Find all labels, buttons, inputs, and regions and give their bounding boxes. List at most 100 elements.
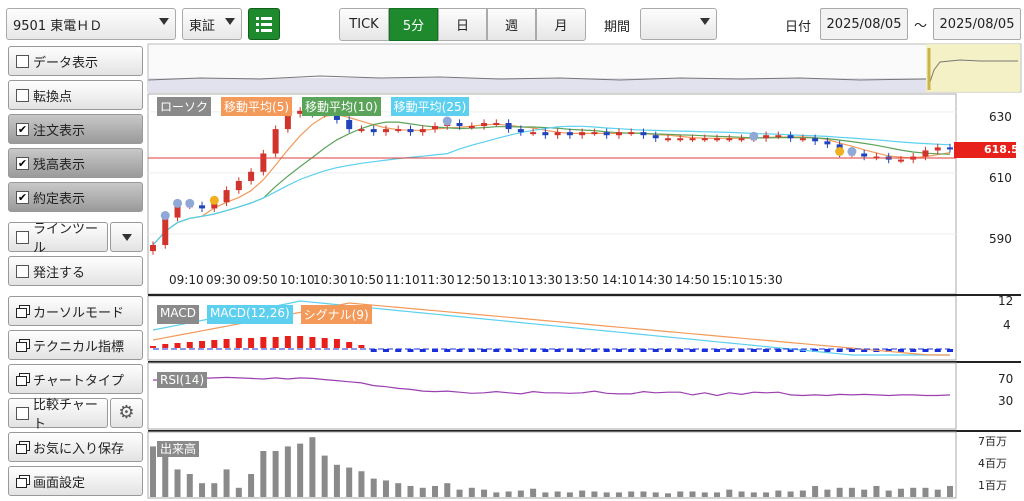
sidebar-place-order-button[interactable]: 発注する	[8, 256, 143, 286]
macd-histogram-bar	[333, 339, 340, 348]
list-menu-button[interactable]	[248, 8, 280, 40]
macd-histogram-bar	[199, 341, 206, 348]
candle	[799, 138, 806, 141]
macd-histogram-bar	[787, 349, 794, 352]
macd-histogram-bar	[309, 337, 316, 348]
macd-histogram-bar	[738, 349, 745, 352]
volume-bar	[885, 490, 892, 497]
volume-bar	[628, 491, 635, 497]
volume-bar	[321, 455, 328, 497]
volume-bar	[677, 491, 684, 497]
volume-tick-4: 4百万	[978, 457, 1007, 470]
volume-bar	[162, 455, 169, 497]
sidebar-data-display-button[interactable]: データ表示	[8, 46, 143, 76]
line-tool-dropdown-button[interactable]	[110, 222, 143, 252]
macd-histogram-bar	[407, 349, 414, 352]
checkbox-icon	[16, 406, 29, 420]
macd-histogram-bar	[542, 349, 549, 352]
sidebar-line-tool-button[interactable]: ラインツール	[8, 222, 108, 256]
main-chart[interactable]	[147, 93, 957, 295]
sidebar-item-label: 発注する	[33, 265, 86, 281]
sidebar-balance-display-button[interactable]: ✔ 残高表示	[8, 148, 143, 178]
order-marker	[173, 198, 183, 208]
macd-histogram-bar	[910, 349, 917, 352]
compare-settings-button[interactable]: ⚙	[110, 398, 143, 428]
volume-bar	[333, 464, 340, 497]
date-from-input[interactable]: 2025/08/05	[820, 8, 908, 40]
macd-histogram-bar	[677, 349, 684, 352]
volume-panel[interactable]	[147, 430, 1021, 499]
rsi-line	[152, 376, 951, 397]
volume-bar	[456, 489, 463, 497]
market-select[interactable]: 東証	[182, 8, 242, 40]
sidebar-order-display-button[interactable]: ✔ 注文表示	[8, 114, 143, 144]
volume-bar	[297, 443, 304, 497]
sidebar-item-label: 注文表示	[33, 123, 86, 139]
macd-histogram-bar	[664, 349, 671, 352]
volume-bar	[910, 487, 917, 497]
volume-bar	[799, 490, 806, 497]
sidebar-turning-point-button[interactable]: 転換点	[8, 80, 143, 110]
sidebar-cursor-mode-button[interactable]: カーソルモード	[8, 296, 143, 326]
date-to-input[interactable]: 2025/08/05	[933, 8, 1021, 40]
sidebar-screen-settings-button[interactable]: 画面設定	[8, 466, 143, 496]
candle	[554, 132, 561, 136]
volume-bar	[248, 474, 255, 497]
candle	[248, 171, 255, 181]
period-select[interactable]	[640, 8, 717, 40]
interval-day[interactable]: 日	[438, 8, 487, 41]
macd-histogram-bar	[370, 349, 377, 352]
volume-bar	[775, 490, 782, 497]
volume-bar	[235, 487, 242, 497]
volume-bar	[260, 451, 267, 497]
volume-bar	[824, 489, 831, 497]
candle	[812, 138, 819, 142]
symbol-select[interactable]: 9501 東電ＨＤ	[6, 8, 176, 40]
volume-legend: 出来高	[157, 440, 200, 457]
volume-bar	[603, 492, 610, 497]
sidebar-compare-chart-button[interactable]: 比較チャート	[8, 398, 108, 432]
market-label: 東証	[189, 18, 216, 34]
volume-bar	[763, 492, 770, 497]
sidebar-chart-type-button[interactable]: チャートタイプ	[8, 364, 143, 394]
candle	[897, 159, 904, 162]
legend-ma5: 移動平均(5)	[221, 97, 293, 116]
candle	[284, 113, 291, 130]
candle	[333, 113, 340, 120]
sidebar-technical-indicators-button[interactable]: テクニカル指標	[8, 330, 143, 360]
volume-tick-7: 7百万	[978, 435, 1007, 448]
price-tick-590: 590	[989, 232, 1012, 246]
volume-bar	[640, 491, 647, 497]
macd-histogram-bar	[260, 337, 267, 348]
macd-tick-4: 4	[1003, 318, 1011, 332]
rsi-legend: RSI(14)	[157, 372, 208, 388]
time-tick: 10:30	[313, 273, 348, 287]
macd-histogram-bar	[517, 349, 524, 352]
macd-histogram-bar	[947, 349, 953, 352]
macd-histogram-bar	[861, 349, 868, 352]
interval-week[interactable]: 週	[487, 8, 536, 41]
time-tick: 13:50	[564, 273, 599, 287]
interval-5min[interactable]: 5分	[389, 8, 438, 41]
candle	[517, 129, 524, 133]
volume-bar	[542, 492, 549, 497]
interval-month[interactable]: 月	[536, 8, 586, 41]
order-marker	[442, 116, 452, 126]
navigator[interactable]	[147, 43, 1022, 93]
rsi-panel[interactable]	[147, 361, 1021, 430]
sidebar-save-favorite-button[interactable]: お気に入り保存	[8, 432, 143, 462]
checkbox-icon	[16, 54, 29, 68]
time-tick: 09:10	[169, 273, 204, 287]
sidebar-item-label: ラインツール	[33, 222, 99, 256]
volume-bar	[150, 446, 156, 497]
macd-legend: MACD MACD(12,26) シグナル(9)	[157, 305, 372, 324]
macd-histogram-bar	[726, 349, 733, 352]
interval-tick[interactable]: TICK	[339, 8, 389, 41]
volume-bar	[272, 451, 279, 497]
candle	[714, 138, 721, 141]
legend-candle: ローソク	[157, 97, 212, 116]
sidebar-execution-display-button[interactable]: ✔ 約定表示	[8, 182, 143, 212]
price-tick-610: 610	[989, 171, 1012, 185]
sidebar-item-label: 残高表示	[33, 157, 86, 173]
